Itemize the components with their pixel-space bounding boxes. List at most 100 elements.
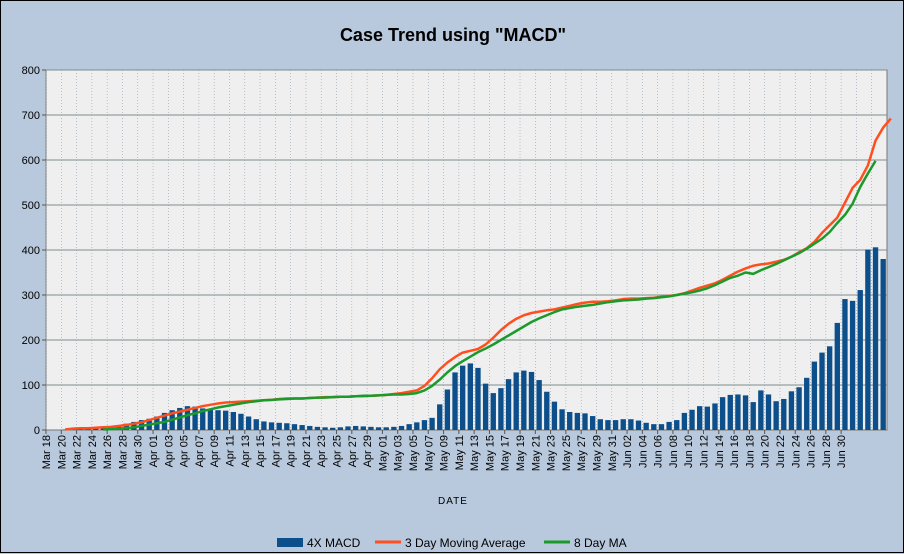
bar-80: [659, 424, 664, 430]
bar-38: [338, 427, 343, 430]
x-tick-label-44: Jun 14: [714, 435, 726, 468]
bar-105: [850, 301, 855, 430]
bar-104: [842, 299, 847, 430]
bar-52: [445, 390, 450, 431]
bar-64: [536, 380, 541, 430]
x-tick-label-30: May 17: [500, 435, 512, 471]
bar-57: [483, 384, 488, 430]
bar-98: [796, 387, 801, 430]
bar-108: [873, 247, 878, 430]
bar-51: [437, 404, 442, 430]
x-tick-label-45: Jun 16: [729, 435, 741, 468]
bar-37: [330, 428, 335, 430]
bar-97: [789, 391, 794, 430]
bar-34: [307, 426, 312, 430]
x-tick-label-9: Apr 05: [179, 435, 191, 467]
legend-label-3day-ma: 3 Day Moving Average: [405, 536, 526, 550]
bar-44: [384, 427, 389, 430]
bar-109: [881, 259, 886, 430]
bar-59: [498, 388, 503, 430]
bar-76: [628, 419, 633, 430]
x-tick-label-37: May 31: [607, 435, 619, 471]
bar-72: [598, 419, 603, 430]
bar-29: [269, 422, 274, 430]
x-tick-label-47: Jun 20: [760, 435, 772, 468]
x-tick-label-4: Mar 26: [102, 435, 114, 469]
x-tick-label-38: Jun 02: [622, 435, 634, 468]
bar-91: [743, 395, 748, 430]
bar-65: [544, 392, 549, 430]
x-tick-label-20: Apr 27: [347, 435, 359, 467]
x-tick-label-29: May 15: [484, 435, 496, 471]
bar-95: [773, 401, 778, 430]
bar-28: [261, 421, 266, 430]
bar-82: [674, 420, 679, 430]
y-tick-label-2: 200: [22, 335, 40, 347]
bar-100: [812, 362, 817, 430]
x-tick-label-10: Apr 07: [194, 435, 206, 467]
bar-22: [215, 410, 220, 430]
bar-58: [491, 393, 496, 430]
x-tick-label-26: May 09: [439, 435, 451, 471]
x-tick-label-0: Mar 18: [41, 435, 53, 469]
bar-32: [292, 424, 297, 430]
bar-54: [460, 366, 465, 430]
bar-73: [605, 420, 610, 430]
bar-85: [697, 406, 702, 430]
bar-70: [582, 413, 587, 430]
bar-81: [666, 422, 671, 430]
x-tick-label-8: Apr 03: [163, 435, 175, 467]
y-tick-label-3: 300: [22, 290, 40, 302]
bar-93: [758, 390, 763, 430]
x-tick-label-52: Jun 30: [836, 435, 848, 468]
legend-label-8day-ma: 8 Day MA: [574, 536, 627, 550]
x-tick-label-34: May 25: [561, 435, 573, 471]
bar-101: [819, 353, 824, 430]
x-tick-label-3: Mar 24: [87, 435, 99, 469]
x-tick-label-21: Apr 29: [362, 435, 374, 467]
x-tick-label-49: Jun 24: [790, 435, 802, 468]
x-tick-label-25: May 07: [423, 435, 435, 471]
x-tick-label-22: May 01: [377, 435, 389, 471]
bar-78: [643, 423, 648, 430]
y-tick-label-6: 600: [22, 155, 40, 167]
bar-77: [636, 421, 641, 430]
bar-31: [284, 423, 289, 430]
x-tick-label-39: Jun 04: [637, 435, 649, 468]
x-tick-label-28: May 13: [469, 435, 481, 471]
x-tick-label-13: Apr 13: [240, 435, 252, 467]
bar-23: [223, 411, 228, 430]
x-tick-label-32: May 21: [530, 435, 542, 471]
x-tick-label-23: May 03: [393, 435, 405, 471]
bar-53: [452, 372, 457, 430]
x-tick-label-18: Apr 23: [316, 435, 328, 467]
bar-25: [238, 414, 243, 430]
x-tick-label-43: Jun 12: [699, 435, 711, 468]
x-tick-label-35: May 27: [576, 435, 588, 471]
bar-74: [613, 420, 618, 430]
x-tick-label-50: Jun 26: [806, 435, 818, 468]
y-tick-label-1: 100: [22, 380, 40, 392]
chart-title: Case Trend using "MACD": [340, 25, 566, 45]
x-axis-label: DATE: [438, 496, 468, 507]
bar-96: [781, 399, 786, 430]
y-tick-label-4: 400: [22, 245, 40, 257]
bar-90: [735, 394, 740, 430]
legend-label-4x-macd: 4X MACD: [307, 536, 361, 550]
x-tick-label-41: Jun 08: [668, 435, 680, 468]
bar-30: [277, 423, 282, 430]
bar-41: [361, 426, 366, 430]
bar-79: [651, 424, 656, 430]
bar-39: [345, 426, 350, 430]
bar-33: [299, 425, 304, 430]
bar-69: [575, 413, 580, 430]
x-tick-label-46: Jun 18: [744, 435, 756, 468]
legend: 4X MACD 3 Day Moving Average 8 Day MA: [277, 536, 627, 550]
bar-103: [835, 323, 840, 430]
bar-68: [567, 412, 572, 430]
x-tick-label-1: Mar 20: [56, 435, 68, 469]
x-tick-label-6: Mar 30: [133, 435, 145, 469]
x-tick-label-17: Apr 21: [301, 435, 313, 467]
